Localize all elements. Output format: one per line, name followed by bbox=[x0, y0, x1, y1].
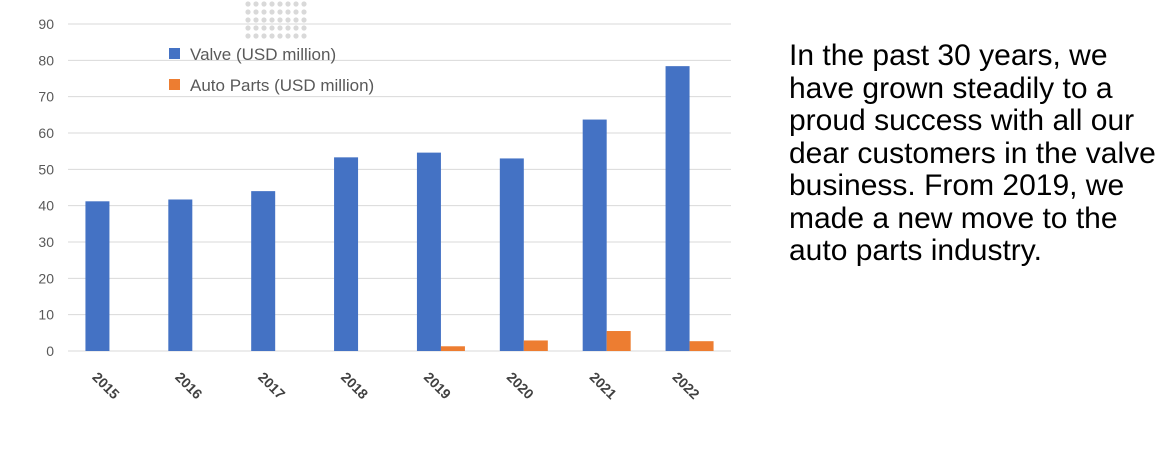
bar-valve-2021 bbox=[582, 119, 607, 351]
decorative-dot bbox=[253, 25, 259, 31]
bar-valve-2020 bbox=[499, 158, 524, 351]
x-tick-label: 2017 bbox=[255, 369, 288, 402]
bar-valve-2017 bbox=[251, 191, 276, 351]
y-tick-label: 30 bbox=[38, 234, 54, 250]
y-tick-label: 80 bbox=[38, 52, 54, 68]
decorative-dot bbox=[261, 17, 267, 23]
gridlines bbox=[68, 23, 731, 352]
description-text: In the past 30 years, we have grown stea… bbox=[789, 39, 1156, 267]
y-tick-label: 10 bbox=[38, 307, 54, 323]
decorative-dot bbox=[293, 1, 299, 7]
decorative-dot bbox=[269, 1, 275, 7]
decorative-dot bbox=[285, 1, 291, 7]
x-tick-label: 2022 bbox=[669, 369, 702, 402]
decorative-dot bbox=[253, 33, 259, 39]
decorative-dot bbox=[261, 33, 267, 39]
x-tick-label: 2018 bbox=[338, 369, 371, 402]
decorative-dot bbox=[245, 17, 251, 23]
decorative-dot bbox=[245, 9, 251, 15]
decorative-dot bbox=[245, 1, 251, 7]
bar-valve-2019 bbox=[416, 152, 441, 351]
legend-label: Auto Parts (USD million) bbox=[190, 76, 374, 95]
bar-auto-parts-2019 bbox=[440, 346, 465, 351]
x-tick-label: 2016 bbox=[172, 369, 205, 402]
decorative-dot bbox=[301, 17, 307, 23]
x-tick-label: 2020 bbox=[504, 369, 537, 402]
y-tick-label: 20 bbox=[38, 270, 54, 286]
decorative-dot bbox=[301, 1, 307, 7]
decorative-dot bbox=[293, 17, 299, 23]
decorative-dot bbox=[285, 9, 291, 15]
decorative-dot bbox=[293, 25, 299, 31]
legend-swatch bbox=[169, 48, 180, 59]
y-tick-label: 70 bbox=[38, 89, 54, 105]
x-tick-label: 2015 bbox=[89, 369, 122, 402]
decorative-dot bbox=[293, 9, 299, 15]
x-tick-label: 2021 bbox=[587, 369, 620, 402]
decorative-dot bbox=[277, 9, 283, 15]
decorative-dot bbox=[293, 33, 299, 39]
decorative-dot bbox=[269, 25, 275, 31]
y-axis-ticks: 0 10 20 30 40 50 60 70 80 90 bbox=[38, 16, 54, 359]
decorative-dot bbox=[301, 33, 307, 39]
y-tick-label: 50 bbox=[38, 161, 54, 177]
bar-auto-parts-2022 bbox=[689, 341, 714, 351]
decorative-dot bbox=[301, 9, 307, 15]
decorative-dot bbox=[245, 25, 251, 31]
decorative-dot bbox=[277, 17, 283, 23]
decorative-dot bbox=[277, 33, 283, 39]
y-tick-label: 90 bbox=[38, 16, 54, 32]
bar-chart: 0 10 20 30 40 50 60 70 80 90 2015 2016 2017 2018 2019… bbox=[38, 1, 731, 402]
decorative-dot bbox=[277, 25, 283, 31]
decorative-dot bbox=[277, 1, 283, 7]
y-tick-label: 60 bbox=[38, 125, 54, 141]
y-tick-label: 40 bbox=[38, 198, 54, 214]
legend-label: Valve (USD million) bbox=[190, 45, 336, 64]
decorative-dot bbox=[301, 25, 307, 31]
legend-swatch bbox=[169, 79, 180, 90]
x-axis-ticks: 2015 2016 2017 2018 2019 2020 2021 2022 bbox=[89, 369, 703, 402]
bar-auto-parts-2020 bbox=[523, 340, 548, 351]
decorative-dot bbox=[269, 9, 275, 15]
bar-valve-2015 bbox=[85, 201, 110, 351]
bar-valve-2022 bbox=[665, 66, 690, 351]
decorative-dot bbox=[285, 33, 291, 39]
bar-valve-2018 bbox=[334, 157, 359, 351]
decorative-dot bbox=[261, 9, 267, 15]
decorative-dot bbox=[253, 9, 259, 15]
y-tick-label: 0 bbox=[46, 343, 54, 359]
decorative-dot bbox=[285, 25, 291, 31]
decorative-dot bbox=[261, 1, 267, 7]
decorative-dot bbox=[261, 25, 267, 31]
decorative-dot bbox=[269, 33, 275, 39]
decorative-dot bbox=[253, 17, 259, 23]
decorative-dot bbox=[245, 33, 251, 39]
bar-auto-parts-2021 bbox=[606, 331, 631, 351]
x-tick-label: 2019 bbox=[421, 369, 454, 402]
decorative-dot bbox=[253, 1, 259, 7]
bars bbox=[85, 66, 714, 351]
legend: Valve (USD million) Auto Parts (USD milli… bbox=[169, 45, 374, 95]
decorative-dot bbox=[269, 17, 275, 23]
decorative-dot bbox=[285, 17, 291, 23]
bar-valve-2016 bbox=[168, 199, 193, 351]
decorative-dot-pattern bbox=[245, 1, 307, 39]
